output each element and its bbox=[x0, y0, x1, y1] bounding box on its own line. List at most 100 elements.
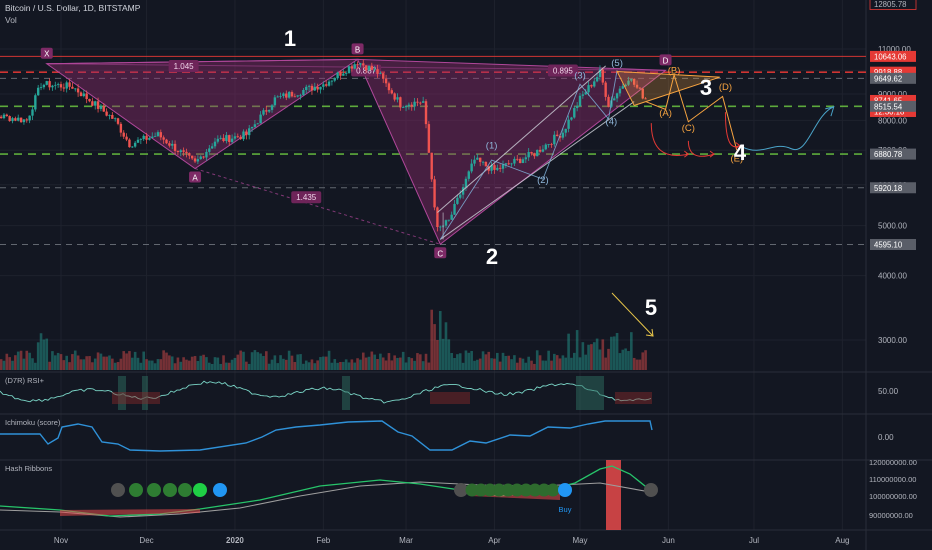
volume-bar bbox=[558, 358, 562, 370]
price-label-box bbox=[869, 0, 917, 10]
volume-bar bbox=[293, 361, 297, 370]
price-label-box bbox=[870, 72, 916, 84]
candle-body bbox=[641, 88, 644, 99]
volume-bar bbox=[581, 342, 585, 370]
candle-body bbox=[273, 97, 277, 106]
volume-bar bbox=[501, 352, 505, 370]
candle-body bbox=[327, 81, 331, 86]
candle-body bbox=[575, 105, 579, 109]
volume-bar bbox=[367, 356, 371, 370]
candle-body bbox=[618, 88, 622, 94]
price-axis[interactable]: 11000.0010000.009000.008000.007000.00600… bbox=[869, 0, 917, 345]
candle-body bbox=[507, 163, 510, 165]
candle-body bbox=[119, 123, 123, 133]
candle-body bbox=[153, 136, 157, 137]
volume-bar bbox=[2, 360, 6, 370]
candle-body bbox=[262, 110, 265, 115]
volume-bar bbox=[91, 362, 94, 370]
price-label: 8515.54 bbox=[874, 102, 903, 111]
candle-body bbox=[627, 80, 630, 85]
volume-bar bbox=[16, 351, 20, 370]
candle-body bbox=[171, 143, 174, 146]
wave-label: (E) bbox=[731, 154, 744, 165]
volume-bar bbox=[487, 351, 491, 370]
recovery-forecast-head bbox=[825, 106, 835, 117]
candle-body bbox=[56, 84, 60, 85]
candle-body bbox=[407, 104, 411, 106]
time-tick: Dec bbox=[139, 536, 153, 545]
volume-bar bbox=[322, 356, 325, 370]
volume-bar bbox=[273, 355, 277, 370]
candle-body bbox=[427, 124, 431, 153]
candle-body bbox=[282, 93, 285, 96]
volume-bar bbox=[470, 350, 473, 370]
candle-body bbox=[59, 84, 63, 88]
channel-lower bbox=[439, 101, 635, 240]
wave-label: (2) bbox=[537, 175, 549, 186]
volume-bar bbox=[567, 333, 570, 370]
candle-body bbox=[68, 82, 71, 87]
candle-body bbox=[62, 87, 66, 89]
volume-bar bbox=[464, 350, 468, 370]
candle-body bbox=[644, 98, 647, 100]
volume-bar bbox=[607, 348, 610, 370]
candle-body bbox=[347, 66, 351, 74]
volume-bar bbox=[359, 359, 362, 370]
candlesticks bbox=[0, 59, 647, 232]
candle-body bbox=[567, 119, 570, 129]
ratio-label-box bbox=[168, 60, 199, 73]
volume-legend: Vol bbox=[5, 15, 17, 25]
rsi-highlight bbox=[142, 376, 148, 410]
candle-body bbox=[510, 163, 513, 165]
volume-bar bbox=[256, 352, 260, 370]
candle-body bbox=[404, 105, 408, 108]
volume-bar bbox=[11, 360, 14, 370]
volume-bar bbox=[615, 332, 619, 370]
candle-body bbox=[373, 69, 376, 70]
candle-body bbox=[136, 139, 140, 143]
candle-body bbox=[222, 137, 225, 142]
price-tick: 8000.00 bbox=[878, 116, 907, 125]
volume-bar bbox=[447, 339, 451, 370]
volume-bar bbox=[302, 363, 305, 370]
candle-body bbox=[85, 93, 88, 100]
volume-bar bbox=[185, 359, 188, 370]
candle-body bbox=[168, 143, 171, 146]
decline-arrow-head bbox=[645, 328, 654, 337]
candle-body bbox=[527, 152, 530, 158]
volume-bar bbox=[376, 358, 379, 370]
candle-body bbox=[536, 149, 539, 157]
candle-body bbox=[76, 88, 80, 93]
volume-bar bbox=[79, 359, 83, 370]
volume-bar bbox=[493, 358, 496, 370]
candle-body bbox=[182, 150, 185, 152]
volume-bar bbox=[356, 358, 359, 370]
candle-body bbox=[424, 101, 428, 125]
volume-bar bbox=[461, 362, 465, 370]
candle-body bbox=[248, 128, 251, 136]
candle-body bbox=[322, 84, 325, 87]
rsi-oversold bbox=[112, 392, 160, 404]
volume-bar bbox=[230, 359, 234, 370]
candle-body bbox=[133, 142, 137, 147]
time-axis[interactable]: Nov Dec 2020 Feb Mar Apr May Jun Jul Aug bbox=[54, 536, 850, 545]
price-label: 6880.78 bbox=[874, 150, 902, 159]
pattern-point-X: X bbox=[44, 50, 50, 59]
volume-bar bbox=[578, 357, 582, 370]
volume-bar bbox=[25, 350, 29, 370]
candle-body bbox=[601, 69, 605, 83]
buy-signal-label: Buy bbox=[559, 505, 572, 514]
volume-bar bbox=[76, 355, 80, 370]
candle-body bbox=[558, 136, 562, 138]
candle-body bbox=[82, 93, 86, 97]
candle-body bbox=[467, 171, 470, 179]
volume-bar bbox=[458, 353, 462, 370]
candle-body bbox=[188, 153, 191, 156]
volume-bar bbox=[239, 350, 242, 370]
volume-bar bbox=[105, 356, 108, 370]
candle-body bbox=[19, 117, 23, 123]
down-arrow-2-head bbox=[709, 150, 715, 158]
volume-bar bbox=[108, 355, 111, 370]
